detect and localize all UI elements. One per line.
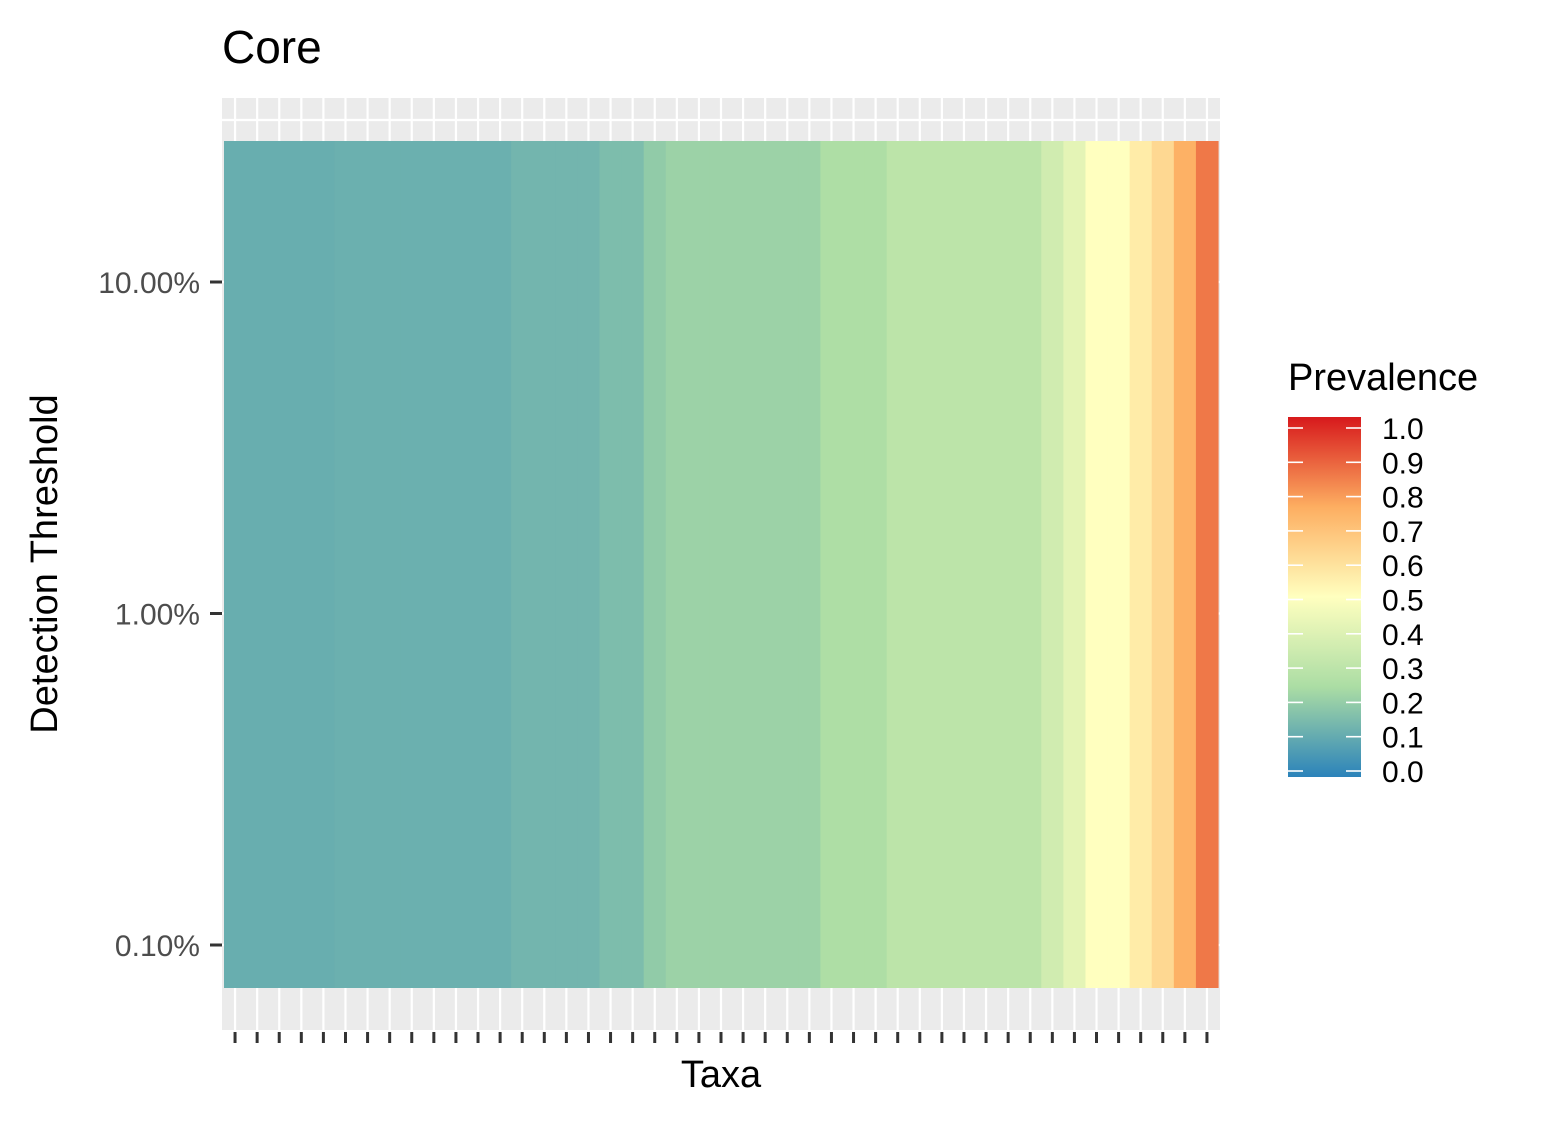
heatmap-tile xyxy=(798,141,821,988)
heatmap-tile xyxy=(444,141,468,988)
heatmap-tiles xyxy=(224,141,1219,988)
legend-tick-label: 0.8 xyxy=(1382,482,1424,515)
heatmap-tile xyxy=(930,141,954,988)
heatmap-tile xyxy=(975,141,998,988)
heatmap-tile xyxy=(952,141,976,988)
heatmap-tile xyxy=(776,141,799,988)
legend-tick-label: 0.1 xyxy=(1382,722,1424,755)
heatmap-tile xyxy=(842,141,866,988)
heatmap-tile xyxy=(1107,141,1131,988)
heatmap-tile xyxy=(1195,141,1219,988)
heatmap-tile xyxy=(268,141,291,988)
heatmap-tile xyxy=(290,141,313,988)
legend-tick-label: 0.3 xyxy=(1382,653,1424,686)
y-tick-label: 0.10% xyxy=(115,930,200,963)
heatmap-tile xyxy=(533,141,556,988)
legend: Prevalence 0.00.10.20.30.40.50.60.70.80.… xyxy=(1288,357,1478,789)
heatmap-tile xyxy=(997,141,1020,988)
heatmap-tile xyxy=(820,141,844,988)
heatmap-tile xyxy=(754,141,777,988)
heatmap-tile xyxy=(400,141,424,988)
legend-tick-label: 0.9 xyxy=(1382,447,1424,480)
heatmap-tile xyxy=(356,141,380,988)
legend-colorbar xyxy=(1288,417,1361,777)
legend-tick-label: 0.7 xyxy=(1382,516,1424,549)
heatmap-tile xyxy=(621,141,645,988)
heatmap-tile xyxy=(378,141,402,988)
heatmap-tile xyxy=(466,141,490,988)
chart-title: Core xyxy=(222,21,322,73)
y-axis: 10.00% 1.00% 0.10% xyxy=(98,267,222,963)
heatmap-tile xyxy=(1041,141,1064,988)
y-tick-label: 10.00% xyxy=(98,267,200,300)
heatmap-tile xyxy=(709,141,733,988)
heatmap-tile xyxy=(1063,141,1087,988)
heatmap-tile xyxy=(908,141,932,988)
heatmap-tile xyxy=(422,141,446,988)
heatmap-tile xyxy=(1019,141,1042,988)
heatmap-tile xyxy=(886,141,910,988)
legend-tick-label: 0.6 xyxy=(1382,550,1424,583)
heatmap-tile xyxy=(224,141,247,988)
y-axis-title: Detection Threshold xyxy=(24,394,66,733)
heatmap-tile xyxy=(732,141,755,988)
legend-title: Prevalence xyxy=(1288,357,1478,399)
heatmap-tile xyxy=(643,141,667,988)
x-axis xyxy=(233,1032,1209,1043)
legend-tick-label: 0.2 xyxy=(1382,687,1424,720)
heatmap-tile xyxy=(511,141,534,988)
heatmap-tile xyxy=(555,141,579,988)
heatmap-tile xyxy=(577,141,601,988)
legend-tick-label: 0.0 xyxy=(1382,756,1424,789)
heatmap-tile xyxy=(864,141,888,988)
heatmap-tile xyxy=(1151,141,1175,988)
heatmap-tile xyxy=(312,141,336,988)
legend-tick-label: 1.0 xyxy=(1382,413,1424,446)
heatmap-tile xyxy=(334,141,358,988)
legend-tick-label: 0.5 xyxy=(1382,585,1424,618)
heatmap-tile xyxy=(1129,141,1153,988)
legend-tick-label: 0.4 xyxy=(1382,619,1424,652)
x-axis-title: Taxa xyxy=(681,1054,762,1096)
heatmap-tile xyxy=(665,141,689,988)
heatmap-tile xyxy=(687,141,711,988)
heatmap-tile xyxy=(1173,141,1197,988)
legend-ticks: 0.00.10.20.30.40.50.60.70.80.91.0 xyxy=(1288,413,1424,789)
heatmap-tile xyxy=(1085,141,1109,988)
heatmap-tile xyxy=(599,141,623,988)
heatmap-tile xyxy=(489,141,512,988)
y-tick-label: 1.00% xyxy=(115,599,200,632)
heatmap-tile xyxy=(246,141,269,988)
